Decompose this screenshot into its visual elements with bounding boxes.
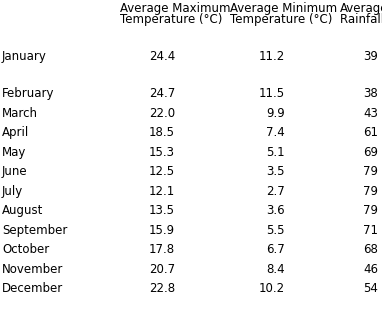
Text: 5.5: 5.5 [267,224,285,237]
Text: 12.1: 12.1 [149,184,175,198]
Text: May: May [2,146,26,159]
Text: 68: 68 [363,243,378,256]
Text: 24.7: 24.7 [149,87,175,100]
Text: 79: 79 [363,184,378,198]
Text: 8.4: 8.4 [266,263,285,276]
Text: July: July [2,184,23,198]
Text: 12.5: 12.5 [149,165,175,178]
Text: Average Maximum: Average Maximum [120,2,230,15]
Text: April: April [2,126,29,139]
Text: March: March [2,107,38,119]
Text: 79: 79 [363,165,378,178]
Text: Average Minimum: Average Minimum [230,2,337,15]
Text: November: November [2,263,63,276]
Text: October: October [2,243,49,256]
Text: 18.5: 18.5 [149,126,175,139]
Text: 5.1: 5.1 [266,146,285,159]
Text: 3.5: 3.5 [267,165,285,178]
Text: Average: Average [340,2,382,15]
Text: 39: 39 [363,50,378,63]
Text: 61: 61 [363,126,378,139]
Text: 11.2: 11.2 [259,50,285,63]
Text: 20.7: 20.7 [149,263,175,276]
Text: Temperature (°C): Temperature (°C) [230,13,332,26]
Text: June: June [2,165,28,178]
Text: January: January [2,50,47,63]
Text: 9.9: 9.9 [266,107,285,119]
Text: 3.6: 3.6 [266,204,285,217]
Text: 15.9: 15.9 [149,224,175,237]
Text: 46: 46 [363,263,378,276]
Text: 11.5: 11.5 [259,87,285,100]
Text: 69: 69 [363,146,378,159]
Text: 13.5: 13.5 [149,204,175,217]
Text: Rainfall (m: Rainfall (m [340,13,382,26]
Text: 17.8: 17.8 [149,243,175,256]
Text: 24.4: 24.4 [149,50,175,63]
Text: December: December [2,282,63,295]
Text: 71: 71 [363,224,378,237]
Text: August: August [2,204,44,217]
Text: February: February [2,87,55,100]
Text: 15.3: 15.3 [149,146,175,159]
Text: September: September [2,224,67,237]
Text: 22.8: 22.8 [149,282,175,295]
Text: 79: 79 [363,204,378,217]
Text: 2.7: 2.7 [266,184,285,198]
Text: 10.2: 10.2 [259,282,285,295]
Text: Temperature (°C): Temperature (°C) [120,13,222,26]
Text: 54: 54 [363,282,378,295]
Text: 43: 43 [363,107,378,119]
Text: 6.7: 6.7 [266,243,285,256]
Text: 7.4: 7.4 [266,126,285,139]
Text: 22.0: 22.0 [149,107,175,119]
Text: 38: 38 [363,87,378,100]
